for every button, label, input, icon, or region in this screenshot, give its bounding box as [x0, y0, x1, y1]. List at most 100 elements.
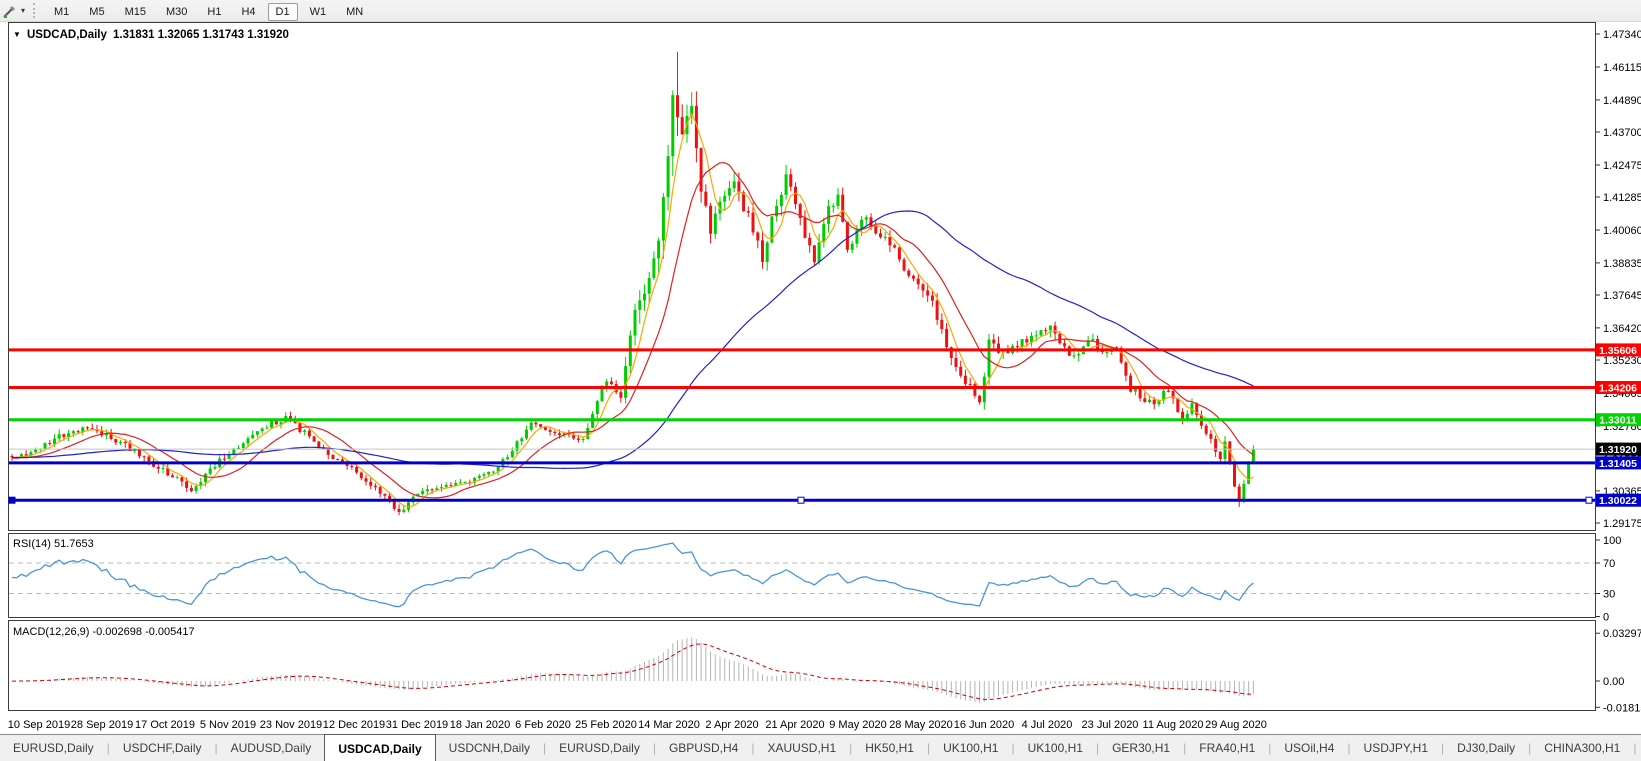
date-axis-label: 16 Jun 2020: [954, 719, 1015, 731]
timeframe-button-M1[interactable]: M1: [54, 5, 70, 18]
line-drag-handle[interactable]: [1585, 496, 1593, 504]
cursor-tool-icon[interactable]: [2, 3, 18, 19]
current-price-badge: [1596, 442, 1641, 456]
candlesticks-layer: [10, 51, 1255, 516]
date-axis-label: 28 Sep 2019: [71, 719, 133, 731]
tab-separator: |: [751, 741, 755, 755]
date-axis-label: 31 Dec 2019: [386, 719, 448, 731]
price-badge-1.30022: [1596, 493, 1641, 507]
tab-separator: |: [214, 741, 218, 755]
ma-fast-line: [11, 112, 1254, 508]
tab-separator: |: [1095, 741, 1100, 755]
usdcad-daily-chart[interactable]: 1.47340 1.46115 1.44890 1.43700 1.42475 1.412…: [0, 22, 1641, 734]
price-axis-label: 1.40060: [1603, 225, 1641, 237]
tab-dj30-daily[interactable]: DJ30,Daily: [1457, 741, 1516, 755]
tab-usdchf-daily[interactable]: USDCHF,Daily: [122, 741, 202, 755]
timeframe-button-H4[interactable]: H4: [241, 5, 256, 18]
current-price-badge-text: 1.31920: [1599, 444, 1637, 456]
tab-xauusd-h1[interactable]: XAUUSD,H1: [767, 741, 837, 755]
date-axis-label: 29 Aug 2020: [1205, 719, 1267, 731]
tab-separator: |: [652, 741, 656, 755]
timeframe-button-M5[interactable]: M5: [89, 5, 105, 18]
rsi-panel: [8, 533, 1596, 618]
timeframe-button-D1[interactable]: D1: [267, 2, 298, 21]
timeframe-button-MN[interactable]: MN: [346, 5, 364, 18]
date-axis-label: 28 May 2020: [889, 719, 953, 731]
horizontal-lines-layer: [8, 348, 1595, 504]
price-chart-panel: [8, 22, 1596, 531]
rsi-layer: 100 70 30 0: [9, 535, 1621, 624]
price-badge-1.31405-text: 1.31405: [1599, 458, 1637, 470]
tab-fra40-h1[interactable]: FRA40,H1: [1199, 741, 1256, 755]
price-axis-label: 1.37645: [1603, 290, 1641, 302]
price-axis-label: 1.36420: [1603, 323, 1641, 335]
price-axis-label: 1.46115: [1603, 62, 1641, 74]
moving-averages-layer: [11, 112, 1254, 508]
macd-label: MACD(12,26,9) -0.002698 -0.005417: [13, 626, 195, 638]
date-axis-label: 18 Jan 2020: [450, 719, 511, 731]
chart-window: 1.47340 1.46115 1.44890 1.43700 1.42475 1.412…: [0, 22, 1641, 734]
timeframe-button-M30[interactable]: M30: [165, 5, 188, 18]
tab-gbpusd-h4[interactable]: GBPUSD,H4: [668, 741, 739, 755]
tab-china300-h1[interactable]: CHINA300,H1: [1544, 741, 1621, 755]
tab-separator: |: [1183, 741, 1187, 755]
tab-usdcnh-daily[interactable]: USDCNH,Daily: [448, 741, 531, 755]
price-axis-label: 1.35230: [1603, 355, 1641, 367]
date-axis-label: 9 May 2020: [829, 719, 886, 731]
rsi-line: [11, 542, 1254, 608]
macd-axis-label: -0.018154: [1603, 702, 1641, 714]
date-axis-label: 5 Nov 2019: [200, 719, 256, 731]
chart-collapse-icon[interactable]: ▼: [13, 30, 21, 39]
toolbar-grip[interactable]: [33, 3, 36, 18]
chart-tabs-bar: EURUSD,Daily | USDCHF,Daily | AUDUSD,Daily US…: [0, 734, 1641, 761]
rsi-axis-label: 30: [1603, 589, 1615, 601]
price-axis-label: 1.44890: [1603, 95, 1641, 107]
date-axis-label: 23 Jul 2020: [1082, 719, 1139, 731]
price-axis-badges: 1.35606 1.34206 1.33011 1.31405 1.30022 1.319…: [1596, 343, 1641, 507]
cursor-tool-dropdown-icon[interactable]: ▾: [21, 6, 26, 15]
tab-uk100-h1[interactable]: UK100,H1: [1027, 741, 1083, 755]
price-badge-1.33011: [1596, 413, 1641, 427]
date-axis-label: 17 Oct 2019: [135, 719, 195, 731]
tab-separator: |: [543, 741, 547, 755]
line-drag-handle[interactable]: [797, 496, 805, 504]
tab-audusd-daily[interactable]: AUDUSD,Daily: [230, 741, 312, 755]
timeframe-button-W1[interactable]: W1: [309, 5, 327, 18]
price-axis-label: 1.43700: [1603, 127, 1641, 139]
tab-usoil-h4[interactable]: USOil,H4: [1284, 741, 1335, 755]
ma-mid-line: [11, 162, 1254, 499]
tab-separator: |: [106, 741, 110, 755]
tab-ger30-h1[interactable]: GER30,H1: [1112, 741, 1171, 755]
price-badge-1.35606-text: 1.35606: [1599, 345, 1637, 357]
tab-uk100-h1[interactable]: UK100,H1: [943, 741, 999, 755]
line-drag-handle[interactable]: [8, 496, 16, 504]
date-axis-label: 12 Dec 2019: [323, 719, 385, 731]
price-axis-label: 1.29175: [1603, 518, 1641, 530]
tab-usoil-h1[interactable]: USOil,H1: [1636, 735, 1641, 761]
chart-title-ohlc: 1.31831 1.32065 1.31743 1.31920: [113, 29, 289, 41]
price-badge-1.34206-text: 1.34206: [1599, 383, 1637, 395]
price-axis-label: 1.41285: [1603, 192, 1641, 204]
timeframe-button-H1[interactable]: H1: [207, 5, 222, 18]
rsi-axis-label: 0: [1603, 612, 1609, 624]
tab-hk50-h1[interactable]: HK50,H1: [865, 741, 914, 755]
macd-histogram: [20, 637, 1254, 703]
tab-usdjpy-h1[interactable]: USDJPY,H1: [1363, 741, 1429, 755]
date-axis-label: 25 Feb 2020: [575, 719, 637, 731]
macd-axis-label: 0.00: [1603, 676, 1624, 688]
timeframe-button-M15[interactable]: M15: [124, 5, 146, 18]
tab-eurusd-daily[interactable]: EURUSD,Daily: [559, 741, 640, 755]
price-axis-label: 1.47340: [1603, 29, 1641, 41]
date-axis-label: 21 Apr 2020: [765, 719, 824, 731]
price-badge-1.30022-text: 1.30022: [1599, 495, 1637, 507]
date-axis-label: 14 Mar 2020: [638, 719, 700, 731]
ma-slow-line: [12, 210, 1254, 470]
tab-usdcad-daily[interactable]: USDCAD,Daily: [324, 734, 436, 761]
macd-axis-label: 0.032972: [1603, 628, 1641, 640]
tab-separator: |: [1011, 741, 1015, 755]
rsi-axis-label: 70: [1603, 558, 1615, 570]
timeframe-toolbar: ▾ M1 M5 M15 M30 H1 H4 D1 W1 MN: [0, 0, 1641, 22]
macd-layer: 0.032972 0.00 -0.018154: [12, 628, 1641, 714]
tab-eurusd-daily[interactable]: EURUSD,Daily: [13, 741, 94, 755]
date-axis-label: 11 Aug 2020: [1143, 719, 1204, 731]
